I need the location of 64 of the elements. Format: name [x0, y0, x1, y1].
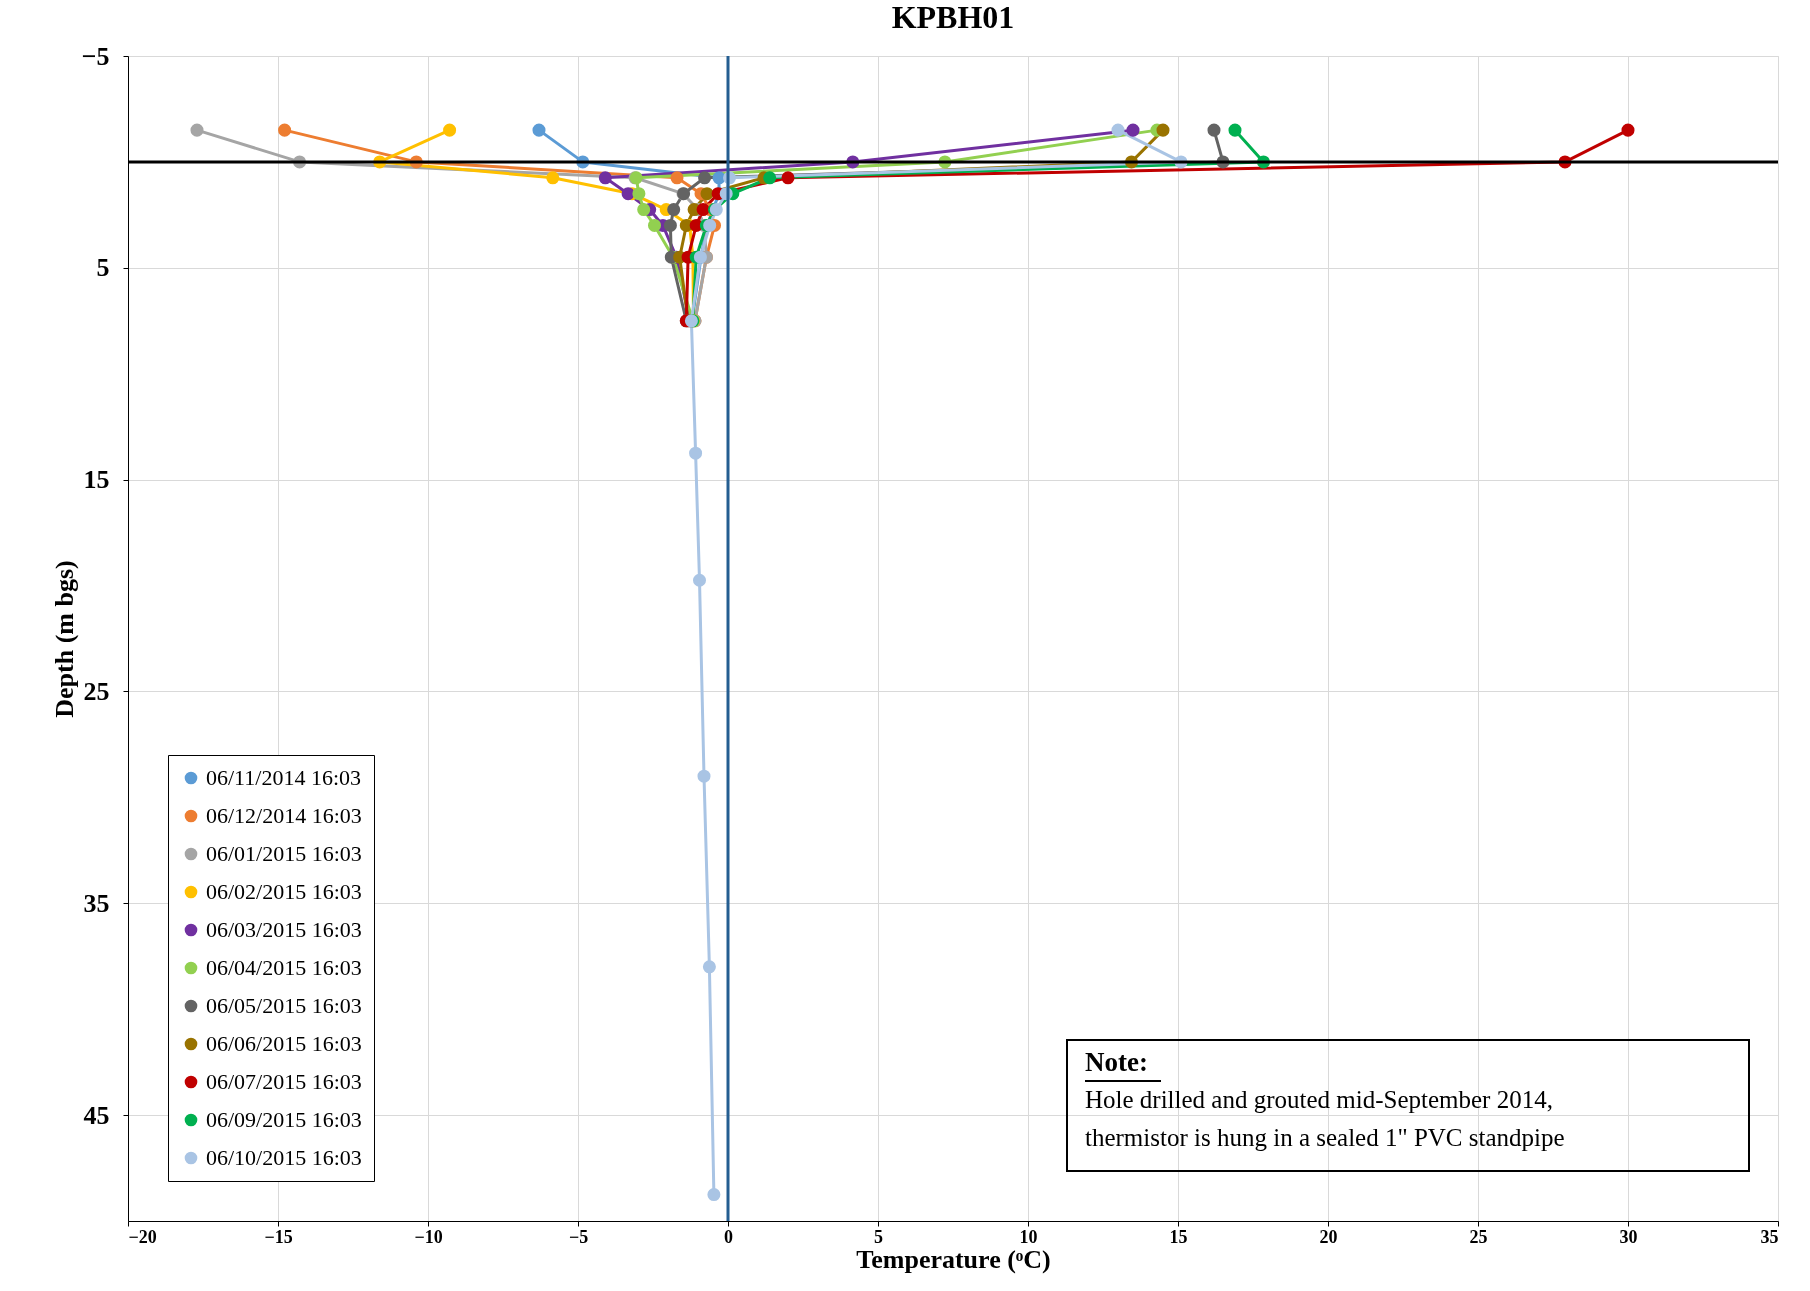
y-tick-label: −5: [81, 41, 110, 71]
y-tick-label: 15: [83, 465, 110, 495]
point: [443, 123, 457, 137]
x-axis-title: Temperature (ᵒC): [856, 1244, 1051, 1274]
x-tick-label: 10: [1019, 1226, 1038, 1247]
legend-label: 06/09/2015 16:03: [206, 1107, 362, 1132]
legend-label: 06/05/2015 16:03: [206, 993, 362, 1018]
point: [1228, 123, 1242, 137]
point: [621, 187, 635, 201]
point: [546, 171, 560, 185]
point: [689, 446, 703, 460]
annotation: thermistor is hung in a sealed 1" PVC standpipe: [1085, 1124, 1565, 1151]
point: [700, 187, 714, 201]
point: [670, 171, 684, 185]
point: [1111, 123, 1125, 137]
annotation: Hole drilled and grouted mid-September 2014,: [1085, 1086, 1553, 1113]
point: [702, 960, 716, 974]
point: [647, 218, 662, 232]
x-tick-label: −10: [414, 1226, 443, 1247]
x-tick-label: 5: [874, 1226, 883, 1247]
x-tick-label: 30: [1619, 1226, 1638, 1247]
x-tick-label: 25: [1469, 1226, 1488, 1247]
x-tick-label: −20: [128, 1226, 157, 1247]
point: [692, 573, 707, 587]
y-tick-label: 35: [83, 888, 110, 918]
legend-label: 06/02/2015 16:03: [206, 879, 362, 904]
point: [278, 123, 292, 137]
x-tick-label: 35: [1760, 1226, 1779, 1247]
point: [632, 187, 646, 201]
legend-label: 06/03/2015 16:03: [206, 917, 362, 942]
point: [1207, 123, 1221, 137]
legend-label: 06/06/2015 16:03: [206, 1031, 362, 1056]
point: [532, 123, 546, 137]
point: [763, 171, 777, 185]
legend-label: 06/01/2015 16:03: [206, 841, 362, 866]
legend-label: 06/04/2015 16:03: [206, 955, 362, 980]
x-tick-label: 15: [1169, 1226, 1188, 1247]
legend-label: 06/07/2015 16:03: [206, 1069, 362, 1094]
y-tick-label: 25: [83, 676, 110, 706]
point: [696, 203, 710, 217]
annotation: Note:: [1085, 1047, 1148, 1077]
point: [1156, 123, 1170, 137]
point: [781, 171, 795, 185]
x-tick-label: 20: [1319, 1226, 1338, 1247]
point: [637, 203, 651, 217]
point: [707, 1188, 721, 1202]
point: [698, 171, 712, 185]
point: [697, 769, 711, 783]
legend-label: 06/12/2014 16:03: [206, 803, 362, 828]
x-tick-label: −5: [568, 1226, 589, 1247]
y-tick-label: 5: [96, 253, 110, 283]
x-tick-label: 0: [724, 1226, 733, 1247]
point: [667, 203, 681, 217]
legend-label: 06/10/2015 16:03: [206, 1145, 362, 1170]
point: [190, 123, 204, 137]
point: [663, 218, 677, 232]
chart-title: KPBH01: [891, 0, 1015, 35]
point: [1126, 123, 1140, 137]
legend-label: 06/11/2014 16:03: [206, 765, 362, 790]
y-tick-label: 45: [83, 1100, 110, 1130]
point: [598, 171, 612, 185]
point: [1621, 123, 1635, 137]
y-axis-title: Depth (m bgs): [49, 560, 79, 718]
x-tick-label: −15: [264, 1226, 293, 1247]
